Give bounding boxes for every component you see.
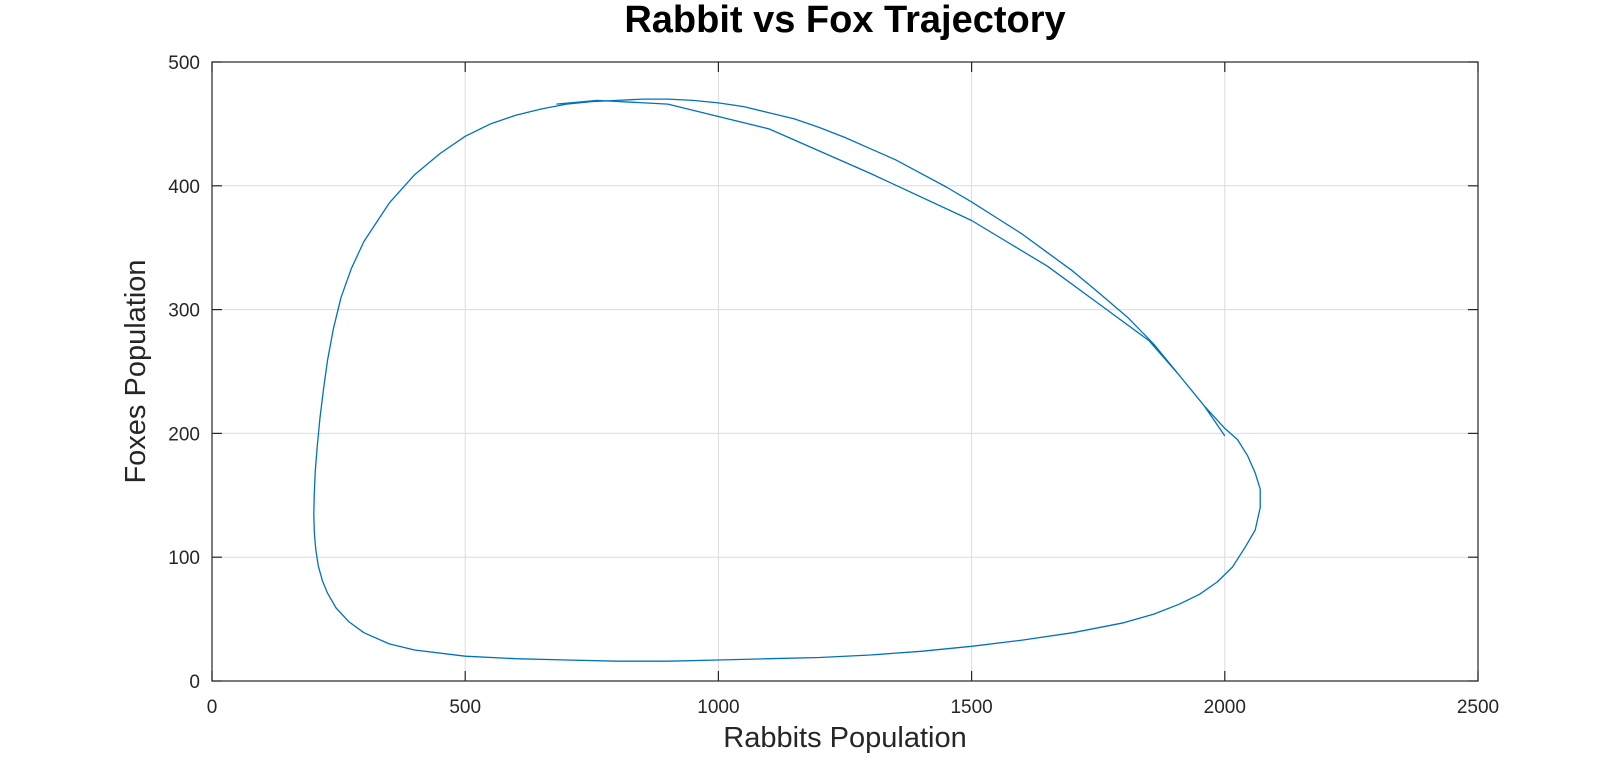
x-tick-label: 500 <box>449 697 481 718</box>
y-tick-label: 500 <box>168 53 200 74</box>
ticks <box>211 61 1479 682</box>
y-axis-label: Foxes Population <box>120 259 152 483</box>
grid <box>211 61 1479 682</box>
y-tick-label: 200 <box>168 424 200 445</box>
x-tick-label: 1500 <box>950 697 992 718</box>
x-axis-label: Rabbits Population <box>723 722 966 754</box>
y-tick-labels: 0 100 200 300 400 500 <box>168 53 200 693</box>
x-tick-label: 1000 <box>697 697 739 718</box>
series-line <box>313 98 1261 662</box>
x-tick-label: 0 <box>207 697 218 718</box>
series-group <box>313 98 1261 662</box>
axes-frame <box>211 61 1479 682</box>
y-tick-label: 0 <box>189 672 200 693</box>
y-tick-label: 100 <box>168 548 200 569</box>
x-tick-labels: 0 500 1000 1500 2000 2500 <box>207 697 1499 718</box>
y-tick-label: 400 <box>168 177 200 198</box>
x-tick-label: 2000 <box>1204 697 1246 718</box>
y-tick-label: 300 <box>168 301 200 322</box>
x-tick-label: 2500 <box>1457 697 1499 718</box>
chart-title: Rabbit vs Fox Trajectory <box>624 0 1065 41</box>
